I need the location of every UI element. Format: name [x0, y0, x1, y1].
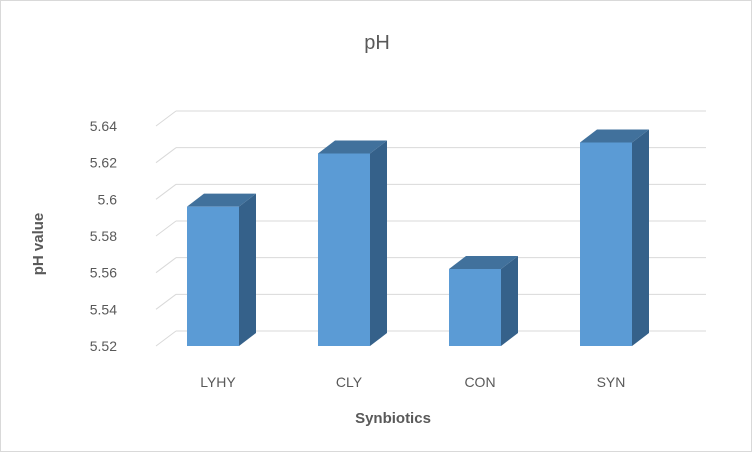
bars [187, 129, 649, 346]
bar-top-face [580, 129, 649, 143]
bar-top-face [449, 256, 518, 269]
x-category-label: SYN [597, 374, 626, 390]
bar-side-face [632, 129, 649, 346]
gridline-diagonal [155, 257, 177, 274]
gridline-diagonal [155, 110, 177, 127]
bar-con [449, 256, 518, 346]
y-tick-label: 5.64 [90, 118, 117, 134]
x-axis-title: Synbiotics [355, 410, 431, 427]
bar-lyhy [187, 193, 256, 346]
y-tick-label: 5.58 [90, 228, 117, 244]
bar-front-face [580, 142, 632, 346]
x-category-label: LYHY [200, 374, 236, 390]
y-tick-label: 5.56 [90, 265, 117, 281]
y-tick-label: 5.54 [90, 301, 117, 317]
bar-front-face [449, 269, 501, 346]
gridline-diagonal [155, 147, 177, 164]
y-tick-label: 5.62 [90, 155, 117, 171]
x-category-label: CON [464, 374, 495, 390]
x-axis-categories: LYHY CLY CON SYN [200, 374, 625, 390]
bar-front-face [318, 153, 370, 346]
bar-side-face [239, 193, 256, 346]
gridline-diagonal [155, 330, 177, 347]
x-category-label: CLY [336, 374, 363, 390]
y-axis-ticks: 5.52 5.54 5.56 5.58 5.6 5.62 5.64 [90, 118, 117, 354]
bar-top-face [318, 140, 387, 154]
bar-top-face [187, 193, 256, 207]
bar-front-face [187, 206, 239, 346]
y-axis-title: pH value [30, 213, 47, 276]
bar-syn [580, 129, 649, 346]
bar-side-face [370, 140, 387, 346]
gridline-diagonal [155, 220, 177, 237]
y-tick-label: 5.52 [90, 338, 117, 354]
bar-side-face [501, 256, 518, 346]
chart-title: pH [364, 32, 390, 54]
gridline-diagonal [155, 293, 177, 310]
gridline-diagonal [155, 183, 177, 200]
bar-cly [318, 140, 387, 346]
y-tick-label: 5.6 [98, 191, 118, 207]
